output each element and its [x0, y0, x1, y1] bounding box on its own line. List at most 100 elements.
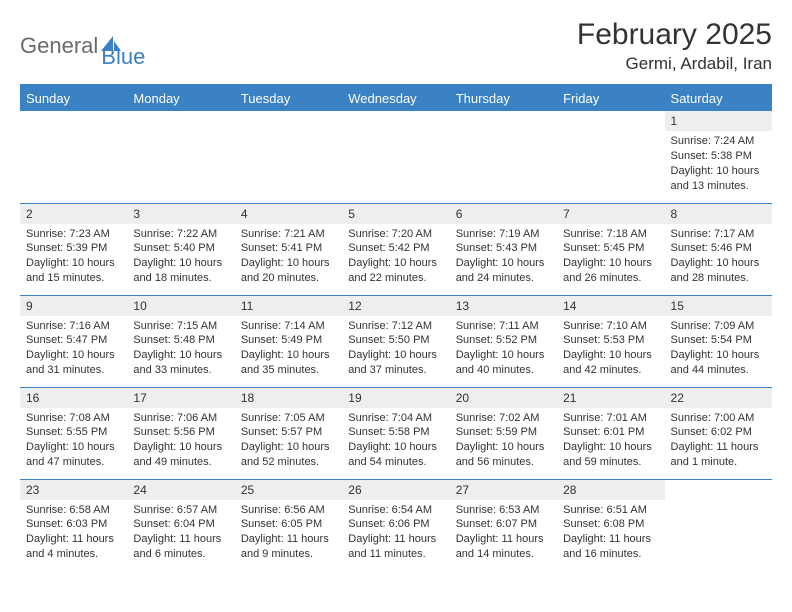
day-number: 1 [665, 111, 772, 131]
calendar-cell: 19Sunrise: 7:04 AMSunset: 5:58 PMDayligh… [342, 387, 449, 479]
daylight-text: Daylight: 11 hours and 16 minutes. [563, 532, 658, 562]
calendar-cell: 21Sunrise: 7:01 AMSunset: 6:01 PMDayligh… [557, 387, 664, 479]
sunset-text: Sunset: 6:02 PM [671, 425, 766, 440]
day-details: Sunrise: 7:06 AMSunset: 5:56 PMDaylight:… [127, 408, 234, 474]
sunrise-text: Sunrise: 6:56 AM [241, 503, 336, 518]
day-details: Sunrise: 7:24 AMSunset: 5:38 PMDaylight:… [665, 131, 772, 197]
day-number: 13 [450, 296, 557, 316]
calendar-week-row: 9Sunrise: 7:16 AMSunset: 5:47 PMDaylight… [20, 295, 772, 387]
sunset-text: Sunset: 5:42 PM [348, 241, 443, 256]
daylight-text: Daylight: 10 hours and 35 minutes. [241, 348, 336, 378]
day-details: Sunrise: 7:10 AMSunset: 5:53 PMDaylight:… [557, 316, 664, 382]
daylight-text: Daylight: 10 hours and 24 minutes. [456, 256, 551, 286]
daylight-text: Daylight: 10 hours and 13 minutes. [671, 164, 766, 194]
day-number: 11 [235, 296, 342, 316]
sunrise-text: Sunrise: 6:53 AM [456, 503, 551, 518]
sunset-text: Sunset: 5:46 PM [671, 241, 766, 256]
day-details: Sunrise: 7:09 AMSunset: 5:54 PMDaylight:… [665, 316, 772, 382]
sunrise-text: Sunrise: 7:08 AM [26, 411, 121, 426]
daylight-text: Daylight: 10 hours and 15 minutes. [26, 256, 121, 286]
sunrise-text: Sunrise: 6:54 AM [348, 503, 443, 518]
calendar-cell: 25Sunrise: 6:56 AMSunset: 6:05 PMDayligh… [235, 479, 342, 571]
calendar-week-row: 16Sunrise: 7:08 AMSunset: 5:55 PMDayligh… [20, 387, 772, 479]
calendar-cell: 20Sunrise: 7:02 AMSunset: 5:59 PMDayligh… [450, 387, 557, 479]
day-details: Sunrise: 6:57 AMSunset: 6:04 PMDaylight:… [127, 500, 234, 566]
day-number: 24 [127, 480, 234, 500]
day-number: 28 [557, 480, 664, 500]
calendar-table: Sunday Monday Tuesday Wednesday Thursday… [20, 84, 772, 571]
calendar-cell: 27Sunrise: 6:53 AMSunset: 6:07 PMDayligh… [450, 479, 557, 571]
day-details: Sunrise: 6:58 AMSunset: 6:03 PMDaylight:… [20, 500, 127, 566]
calendar-cell: 5Sunrise: 7:20 AMSunset: 5:42 PMDaylight… [342, 203, 449, 295]
day-number: 26 [342, 480, 449, 500]
calendar-cell: 16Sunrise: 7:08 AMSunset: 5:55 PMDayligh… [20, 387, 127, 479]
day-number: 2 [20, 204, 127, 224]
daylight-text: Daylight: 10 hours and 52 minutes. [241, 440, 336, 470]
calendar-cell: 28Sunrise: 6:51 AMSunset: 6:08 PMDayligh… [557, 479, 664, 571]
day-details: Sunrise: 7:16 AMSunset: 5:47 PMDaylight:… [20, 316, 127, 382]
day-details: Sunrise: 7:23 AMSunset: 5:39 PMDaylight:… [20, 224, 127, 290]
sunrise-text: Sunrise: 7:09 AM [671, 319, 766, 334]
weekday-header: Sunday [20, 85, 127, 111]
day-details: Sunrise: 7:22 AMSunset: 5:40 PMDaylight:… [127, 224, 234, 290]
day-details: Sunrise: 7:00 AMSunset: 6:02 PMDaylight:… [665, 408, 772, 474]
sunset-text: Sunset: 5:43 PM [456, 241, 551, 256]
sunrise-text: Sunrise: 7:11 AM [456, 319, 551, 334]
calendar-cell: 13Sunrise: 7:11 AMSunset: 5:52 PMDayligh… [450, 295, 557, 387]
brand-logo: General Blue [20, 18, 145, 70]
sunrise-text: Sunrise: 6:51 AM [563, 503, 658, 518]
weekday-header: Friday [557, 85, 664, 111]
daylight-text: Daylight: 10 hours and 37 minutes. [348, 348, 443, 378]
daylight-text: Daylight: 11 hours and 11 minutes. [348, 532, 443, 562]
calendar-cell: 4Sunrise: 7:21 AMSunset: 5:41 PMDaylight… [235, 203, 342, 295]
calendar-cell [450, 111, 557, 203]
day-details: Sunrise: 7:17 AMSunset: 5:46 PMDaylight:… [665, 224, 772, 290]
sunrise-text: Sunrise: 6:58 AM [26, 503, 121, 518]
calendar-cell: 2Sunrise: 7:23 AMSunset: 5:39 PMDaylight… [20, 203, 127, 295]
daylight-text: Daylight: 11 hours and 14 minutes. [456, 532, 551, 562]
sunset-text: Sunset: 6:01 PM [563, 425, 658, 440]
day-details: Sunrise: 7:02 AMSunset: 5:59 PMDaylight:… [450, 408, 557, 474]
day-number: 19 [342, 388, 449, 408]
day-details: Sunrise: 6:51 AMSunset: 6:08 PMDaylight:… [557, 500, 664, 566]
daylight-text: Daylight: 10 hours and 18 minutes. [133, 256, 228, 286]
calendar-week-row: 1Sunrise: 7:24 AMSunset: 5:38 PMDaylight… [20, 111, 772, 203]
sunset-text: Sunset: 5:55 PM [26, 425, 121, 440]
weekday-header: Thursday [450, 85, 557, 111]
day-number: 6 [450, 204, 557, 224]
sunrise-text: Sunrise: 7:06 AM [133, 411, 228, 426]
daylight-text: Daylight: 10 hours and 31 minutes. [26, 348, 121, 378]
sunrise-text: Sunrise: 7:22 AM [133, 227, 228, 242]
daylight-text: Daylight: 10 hours and 20 minutes. [241, 256, 336, 286]
sunrise-text: Sunrise: 7:02 AM [456, 411, 551, 426]
weekday-header: Monday [127, 85, 234, 111]
sunset-text: Sunset: 6:05 PM [241, 517, 336, 532]
sunrise-text: Sunrise: 7:12 AM [348, 319, 443, 334]
title-block: February 2025 Germi, Ardabil, Iran [577, 18, 772, 74]
sunrise-text: Sunrise: 7:05 AM [241, 411, 336, 426]
calendar-cell: 14Sunrise: 7:10 AMSunset: 5:53 PMDayligh… [557, 295, 664, 387]
day-number: 23 [20, 480, 127, 500]
calendar-cell [665, 479, 772, 571]
day-details: Sunrise: 7:08 AMSunset: 5:55 PMDaylight:… [20, 408, 127, 474]
day-number: 18 [235, 388, 342, 408]
sunset-text: Sunset: 5:40 PM [133, 241, 228, 256]
sunset-text: Sunset: 5:47 PM [26, 333, 121, 348]
month-title: February 2025 [577, 18, 772, 52]
day-details: Sunrise: 6:54 AMSunset: 6:06 PMDaylight:… [342, 500, 449, 566]
calendar-cell: 11Sunrise: 7:14 AMSunset: 5:49 PMDayligh… [235, 295, 342, 387]
calendar-cell [557, 111, 664, 203]
day-number: 14 [557, 296, 664, 316]
daylight-text: Daylight: 10 hours and 26 minutes. [563, 256, 658, 286]
day-details: Sunrise: 7:12 AMSunset: 5:50 PMDaylight:… [342, 316, 449, 382]
sunrise-text: Sunrise: 7:00 AM [671, 411, 766, 426]
day-number: 15 [665, 296, 772, 316]
day-number: 22 [665, 388, 772, 408]
sunrise-text: Sunrise: 7:04 AM [348, 411, 443, 426]
sunset-text: Sunset: 5:45 PM [563, 241, 658, 256]
sunrise-text: Sunrise: 7:24 AM [671, 134, 766, 149]
calendar-week-row: 2Sunrise: 7:23 AMSunset: 5:39 PMDaylight… [20, 203, 772, 295]
calendar-cell: 26Sunrise: 6:54 AMSunset: 6:06 PMDayligh… [342, 479, 449, 571]
day-number: 10 [127, 296, 234, 316]
sunrise-text: Sunrise: 7:21 AM [241, 227, 336, 242]
